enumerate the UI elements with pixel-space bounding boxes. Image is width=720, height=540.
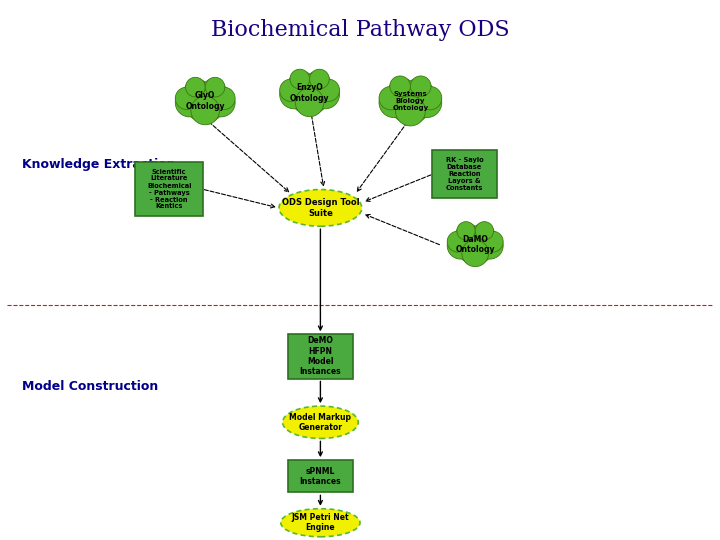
Ellipse shape xyxy=(213,87,235,110)
Ellipse shape xyxy=(455,224,480,249)
Text: Biochemical Pathway ODS: Biochemical Pathway ODS xyxy=(211,19,509,40)
Ellipse shape xyxy=(379,87,409,118)
Ellipse shape xyxy=(311,80,340,109)
Ellipse shape xyxy=(456,227,494,265)
Ellipse shape xyxy=(281,509,360,537)
Ellipse shape xyxy=(191,96,220,125)
Ellipse shape xyxy=(456,221,475,240)
Ellipse shape xyxy=(310,69,329,89)
Ellipse shape xyxy=(379,86,402,110)
Text: JSM Petri Net
Engine: JSM Petri Net Engine xyxy=(292,513,349,532)
Text: Model Markup
Generator: Model Markup Generator xyxy=(289,413,351,432)
Text: DeMO
HFPN
Model
Instances: DeMO HFPN Model Instances xyxy=(300,336,341,376)
Ellipse shape xyxy=(482,231,503,252)
Ellipse shape xyxy=(207,89,235,117)
Text: Scientific
Literature
Biochemical
- Pathways
- Reaction
Kentics: Scientific Literature Biochemical - Path… xyxy=(147,168,192,210)
Ellipse shape xyxy=(205,77,225,97)
Text: ODS Design Tool
Suite: ODS Design Tool Suite xyxy=(282,198,359,218)
Ellipse shape xyxy=(175,89,204,117)
FancyBboxPatch shape xyxy=(432,150,497,198)
Ellipse shape xyxy=(390,82,431,124)
FancyBboxPatch shape xyxy=(135,162,203,216)
Ellipse shape xyxy=(305,71,331,98)
Ellipse shape xyxy=(279,190,361,226)
Ellipse shape xyxy=(282,406,359,438)
Text: sPNML
Instances: sPNML Instances xyxy=(300,467,341,486)
Text: Model Construction: Model Construction xyxy=(22,380,158,393)
Ellipse shape xyxy=(186,77,205,97)
Ellipse shape xyxy=(410,76,431,97)
Ellipse shape xyxy=(200,79,227,106)
Ellipse shape xyxy=(288,71,315,98)
Text: Knowledge Extraction: Knowledge Extraction xyxy=(22,158,175,171)
Ellipse shape xyxy=(447,232,474,259)
Ellipse shape xyxy=(279,79,302,102)
Ellipse shape xyxy=(405,78,433,106)
Ellipse shape xyxy=(295,88,324,117)
Ellipse shape xyxy=(318,79,340,102)
Ellipse shape xyxy=(412,87,442,118)
Text: DaMO
Ontology: DaMO Ontology xyxy=(456,235,495,254)
Text: GlyO
Ontology: GlyO Ontology xyxy=(186,91,225,111)
Ellipse shape xyxy=(290,69,310,89)
Ellipse shape xyxy=(279,80,308,109)
Ellipse shape xyxy=(289,75,330,114)
Ellipse shape xyxy=(447,231,468,252)
Ellipse shape xyxy=(390,76,410,97)
Ellipse shape xyxy=(388,78,416,106)
Ellipse shape xyxy=(175,87,197,110)
Ellipse shape xyxy=(470,224,495,249)
Text: Systems
Biology
Ontology: Systems Biology Ontology xyxy=(392,91,428,111)
Ellipse shape xyxy=(462,240,489,267)
Ellipse shape xyxy=(395,96,426,126)
Ellipse shape xyxy=(184,79,210,106)
Ellipse shape xyxy=(475,221,494,240)
Text: EnzyO
Ontology: EnzyO Ontology xyxy=(290,83,329,103)
Ellipse shape xyxy=(418,86,442,110)
FancyBboxPatch shape xyxy=(288,334,353,379)
Ellipse shape xyxy=(477,232,503,259)
Text: RK - Saylo
Database
Reaction
Layors &
Constants: RK - Saylo Database Reaction Layors & Co… xyxy=(446,157,483,191)
Ellipse shape xyxy=(185,83,225,123)
FancyBboxPatch shape xyxy=(288,460,353,492)
